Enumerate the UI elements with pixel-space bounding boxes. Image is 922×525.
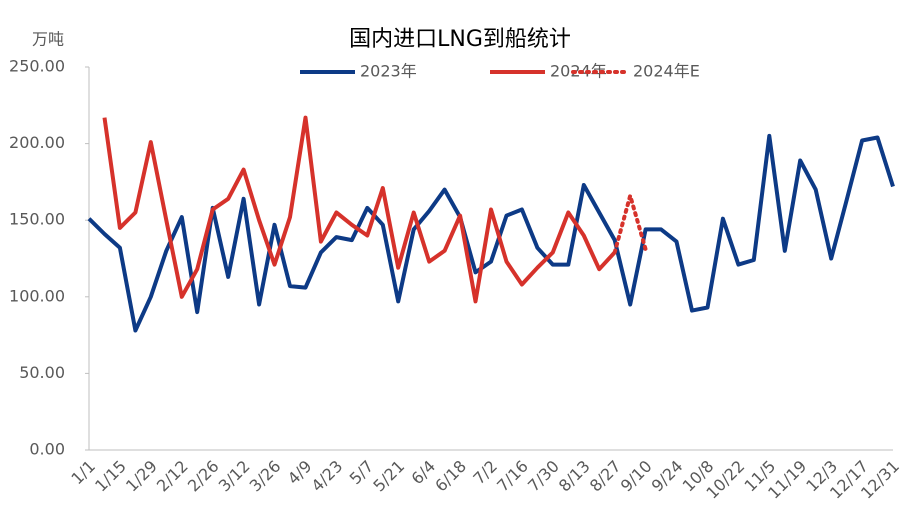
legend-label: 2024年E	[633, 62, 700, 81]
x-tick-label: 3/26	[246, 457, 285, 496]
x-tick-label: 9/10	[617, 457, 656, 496]
y-tick-label: 0.00	[29, 440, 65, 459]
y-tick-label: 100.00	[9, 286, 65, 305]
chart-title: 国内进口LNG到船统计	[349, 27, 571, 52]
x-tick-label: 8/13	[555, 457, 594, 496]
x-tick-label: 2/26	[184, 457, 223, 496]
x-tick-label: 4/23	[308, 457, 347, 496]
x-tick-label: 7/30	[524, 457, 563, 496]
y-axis-label: 万吨	[32, 30, 64, 49]
x-tick-label: 3/12	[215, 457, 254, 496]
x-tick-label: 5/21	[369, 457, 408, 496]
y-tick-label: 150.00	[9, 210, 65, 229]
x-tick-label: 1/29	[122, 457, 161, 496]
x-tick-label: 9/24	[648, 457, 687, 496]
x-tick-label: 8/27	[586, 457, 625, 496]
series-line	[612, 193, 648, 255]
y-tick-label: 50.00	[19, 363, 65, 382]
x-tick-label: 1/15	[91, 457, 130, 496]
series-line	[87, 133, 895, 333]
x-tick-label: 2/12	[153, 457, 192, 496]
x-tick-label: 7/16	[493, 457, 532, 496]
y-tick-label: 250.00	[9, 57, 65, 76]
x-tick-label: 6/18	[431, 457, 470, 496]
legend-label: 2023年	[360, 62, 417, 81]
y-tick-label: 200.00	[9, 133, 65, 152]
series-line	[102, 115, 617, 304]
